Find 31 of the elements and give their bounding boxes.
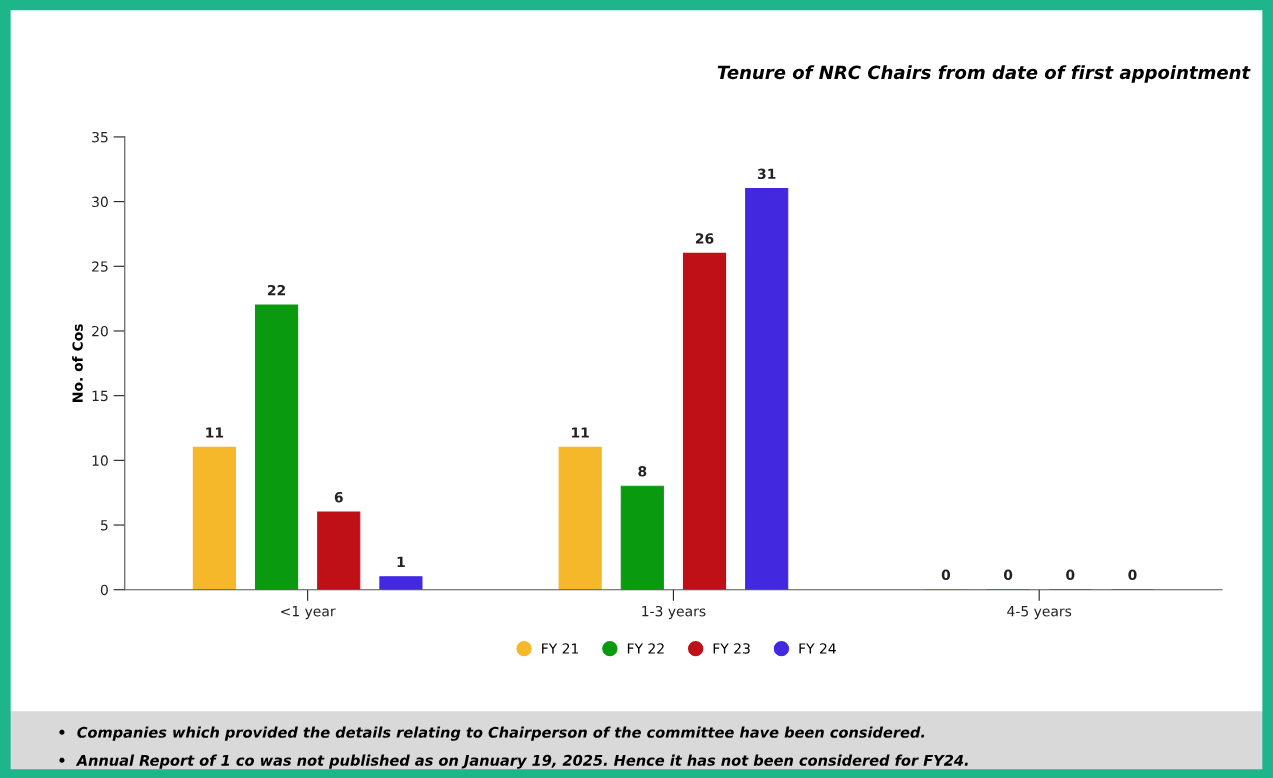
data-label: 6 <box>334 491 343 503</box>
chart-title: Tenure of NRC Chairs from date of first appointment <box>717 65 1251 83</box>
y-tick-label: 30 <box>92 196 108 208</box>
y-tick-label: 20 <box>92 325 108 337</box>
legend-label: FY 24 <box>799 643 836 654</box>
data-label: 8 <box>638 466 647 477</box>
data-label: 11 <box>572 427 589 438</box>
y-tick-label: 15 <box>92 390 108 402</box>
legend-label: FY 23 <box>713 643 750 654</box>
y-tick-label: 35 <box>92 131 108 143</box>
y-tick-label: 10 <box>92 455 108 466</box>
x-tick-label: 4-5 years <box>1007 606 1072 620</box>
x-tick-label: <1 year <box>281 606 336 620</box>
x-tick-label: 1-3 years <box>642 605 706 620</box>
y-axis-title: No. of Cos <box>72 324 83 402</box>
data-label: 0 <box>1003 569 1013 581</box>
text: • Companies which provided the details relating to Chairperson of the committee have been considered. <box>59 726 925 741</box>
data-label: 26 <box>695 233 714 244</box>
y-tick-label: 0 <box>100 584 108 596</box>
legend-label: FY 22 <box>627 643 664 654</box>
data-label: 22 <box>267 284 286 296</box>
data-label: 1 <box>397 556 405 567</box>
y-tick-label: 25 <box>92 261 108 272</box>
legend-label: FY 21 <box>542 643 579 654</box>
data-label: 0 <box>1066 569 1075 581</box>
y-tick-label: 5 <box>101 520 108 531</box>
data-label: 31 <box>757 168 776 180</box>
data-label: 0 <box>941 569 951 581</box>
data-label: 0 <box>1128 569 1137 581</box>
text: • Annual Report of 1 co was not published as on January 19, 2025. Hence it has not been considered for FY24. <box>59 754 968 769</box>
data-label: 11 <box>206 427 224 438</box>
